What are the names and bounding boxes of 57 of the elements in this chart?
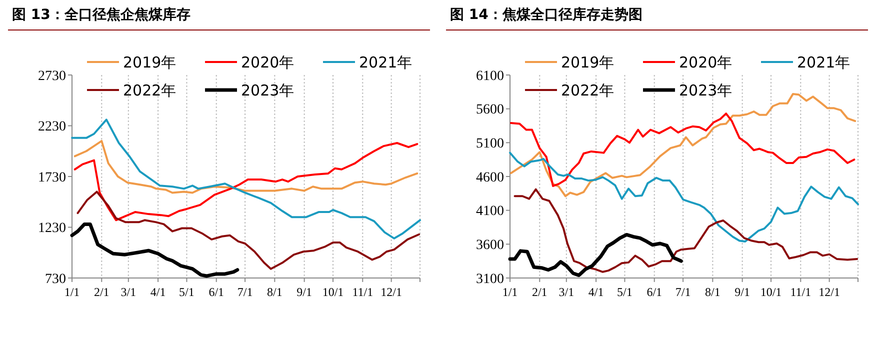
legend-label: 2019年 xyxy=(561,53,614,72)
y-tick-label: 5600 xyxy=(476,102,504,118)
x-tick-label: 10/1 xyxy=(322,285,344,299)
legend-label: 2022年 xyxy=(123,81,176,100)
x-tick-label: 6/1 xyxy=(208,285,224,299)
line-series xyxy=(71,118,421,240)
y-tick-label: 3100 xyxy=(476,272,504,287)
x-tick-label: 2/1 xyxy=(532,285,548,299)
x-tick-label: 6/1 xyxy=(646,285,662,299)
legend-label: 2020年 xyxy=(679,53,732,72)
legend-label: 2023年 xyxy=(241,81,294,100)
x-tick-label: 8/1 xyxy=(705,285,720,299)
x-tick-label: 7/1 xyxy=(237,285,253,299)
x-tick-label: 5/1 xyxy=(179,285,194,299)
x-tick-label: 11/1 xyxy=(352,285,374,299)
x-tick-label: 12/1 xyxy=(380,285,402,299)
legend-label: 2023年 xyxy=(679,81,732,100)
y-tick-label: 2730 xyxy=(38,68,66,84)
x-tick-label: 4/1 xyxy=(588,285,604,299)
y-tick-label: 5100 xyxy=(476,136,504,152)
legend-label: 2019年 xyxy=(123,53,176,72)
x-tick-label: 12/1 xyxy=(818,285,840,299)
y-tick-label: 2230 xyxy=(38,120,66,135)
y-tick-label: 6100 xyxy=(476,68,504,84)
chart-title: 图 14：焦煤全口径库存走势图 xyxy=(450,6,642,23)
x-tick-label: 3/1 xyxy=(558,285,574,299)
line-series xyxy=(509,152,859,242)
line-series xyxy=(74,140,418,194)
y-tick-label: 1730 xyxy=(38,170,66,186)
x-tick-label: 10/1 xyxy=(760,285,782,299)
x-tick-label: 1/1 xyxy=(502,285,518,299)
legend-label: 2022年 xyxy=(561,81,614,100)
line-series xyxy=(510,112,856,187)
x-tick-label: 3/1 xyxy=(120,285,136,299)
legend-label: 2021年 xyxy=(797,53,850,72)
line-series xyxy=(514,188,858,273)
x-tick-label: 1/1 xyxy=(64,285,80,299)
legend-label: 2021年 xyxy=(359,53,412,72)
y-tick-label: 730 xyxy=(45,272,66,287)
y-tick-label: 4100 xyxy=(476,204,504,220)
x-tick-label: 9/1 xyxy=(296,285,312,299)
line-series xyxy=(76,190,420,270)
legend-label: 2020年 xyxy=(241,53,294,72)
x-tick-label: 9/1 xyxy=(734,285,750,299)
line-series xyxy=(74,142,418,222)
y-tick-label: 1230 xyxy=(38,221,66,236)
y-tick-label: 3600 xyxy=(476,238,504,254)
x-tick-label: 5/1 xyxy=(617,285,632,299)
y-tick-label: 4600 xyxy=(476,170,504,186)
x-tick-label: 8/1 xyxy=(267,285,282,299)
x-tick-label: 7/1 xyxy=(675,285,691,299)
line-series xyxy=(508,232,683,278)
line-series xyxy=(70,222,240,278)
x-tick-label: 11/1 xyxy=(790,285,812,299)
chart-title: 图 13：全口径焦企焦煤库存 xyxy=(12,6,190,23)
x-tick-label: 2/1 xyxy=(94,285,110,299)
x-tick-label: 4/1 xyxy=(150,285,166,299)
